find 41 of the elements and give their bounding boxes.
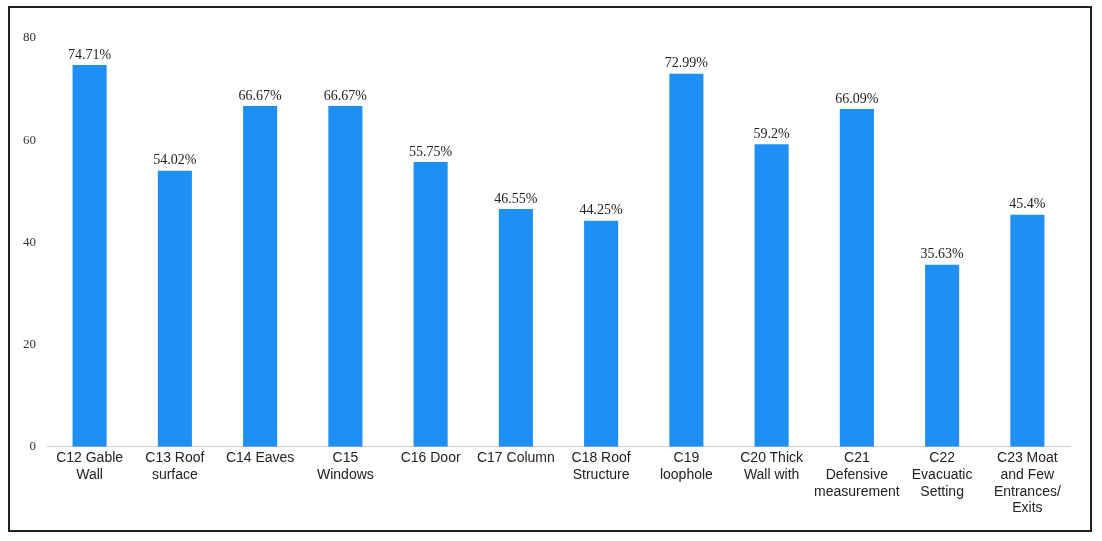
y-tick-label: 80	[23, 29, 36, 45]
bar	[328, 106, 363, 447]
x-tick-label: C23 Moat and Few Entrances/ Exits	[993, 449, 1061, 516]
bar	[1010, 214, 1045, 447]
x-tick-label: C17 Column	[476, 449, 555, 466]
y-tick-label: 60	[23, 131, 36, 147]
x-tick-label: C12 Gable Wall	[56, 449, 124, 482]
data-label: 45.4%	[1009, 196, 1046, 212]
y-tick-label: 0	[29, 438, 36, 454]
x-tick-label: C13 Roof surface	[145, 449, 205, 482]
data-label: 59.2%	[753, 125, 791, 141]
x-tick-label: C16 Door	[400, 449, 461, 466]
y-tick-label: 40	[23, 233, 36, 249]
bar	[925, 264, 960, 447]
data-label: 66.67%	[238, 87, 283, 103]
data-label: 46.55%	[494, 190, 538, 206]
data-label: 74.71%	[68, 46, 112, 62]
x-tick-label: C18 Roof Structure	[571, 449, 631, 482]
bar	[243, 106, 278, 447]
bar	[839, 109, 874, 447]
bar	[413, 161, 448, 447]
bar	[669, 73, 704, 447]
bar	[157, 170, 192, 447]
bar	[584, 220, 619, 447]
x-tick-label: C19 loophole	[659, 449, 714, 482]
x-tick-label: C20 Thick Wall with	[740, 449, 804, 482]
x-tick-label: C21 Defensive measurement	[814, 449, 900, 499]
data-label: 54.02%	[153, 152, 197, 168]
x-tick-label: C15 Windows	[316, 449, 374, 482]
data-label: 35.63%	[920, 246, 965, 262]
data-label: 72.99%	[664, 55, 709, 71]
bar	[754, 144, 789, 447]
bar	[72, 65, 107, 447]
x-tick-label: C14 Eaves	[225, 449, 295, 466]
data-label: 66.09%	[835, 90, 879, 106]
y-tick-label: 20	[23, 336, 36, 352]
data-label: 66.67%	[323, 87, 368, 103]
bar	[498, 208, 533, 447]
data-label: 55.75%	[409, 143, 453, 159]
x-tick-label: C22 Evacuatic Setting	[911, 449, 973, 499]
data-label: 44.25%	[579, 202, 624, 218]
